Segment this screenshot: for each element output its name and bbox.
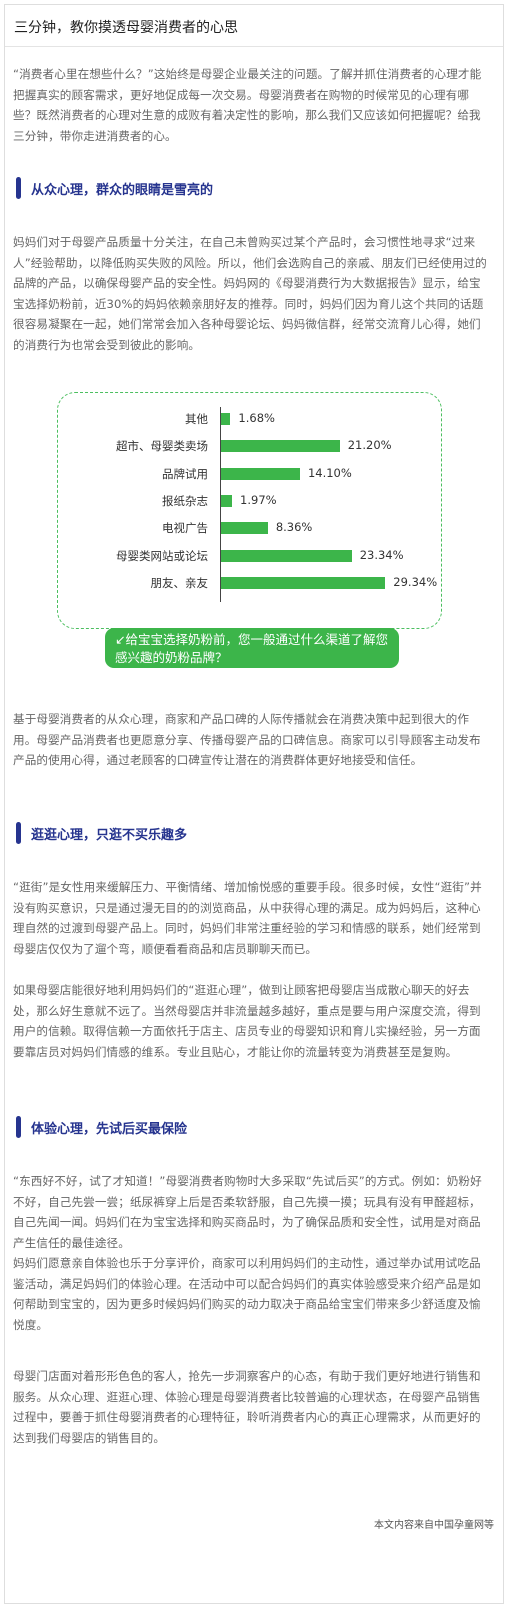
chart-category-label: 母婴类网站或论坛	[116, 548, 208, 563]
chart-category-label: 其他	[185, 412, 208, 426]
heading-bar-icon	[16, 177, 21, 199]
section1-paragraph-2: 基于母婴消费者的从众心理，商家和产品口碑的人际传播就会在消费决策中起到很大的作用…	[13, 712, 481, 767]
chart-value-label: 8.36%	[275, 520, 313, 535]
chart-category-label: 报纸杂志	[162, 493, 208, 508]
section2-paragraph-1: “逛街”是女性用来缓解压力、平衡情绪、增加愉悦感的重要手段。很多时候，女性“逛街…	[13, 880, 482, 956]
intro-paragraph: “消费者心里在想些什么？”这始终是母婴企业最关注的问题。了解并抓住消费者的心理才…	[13, 67, 482, 143]
chart-value-label: 23.34%	[359, 547, 404, 562]
chart-bar	[221, 549, 352, 562]
article-title: 三分钟，教你摸透母婴消费者的心思	[14, 20, 238, 36]
section3-paragraph-2: 妈妈们愿意亲自体验也乐于分享评价，商家可以利用妈妈们的主动性，通过举办试用试吃品…	[13, 1256, 481, 1332]
chart-category-label: 电视广告	[162, 521, 208, 536]
chart-bar	[221, 522, 268, 535]
chart-value-label: 14.10%	[307, 465, 352, 480]
chart-bar	[221, 494, 233, 507]
chart-value-label: 21.20%	[347, 438, 392, 453]
section3-paragraph-1: “东西好不好，试了才知道！”母婴消费者购物时大多采取“先试后买”的方式。例如：奶…	[13, 1174, 482, 1250]
chart-value-label: 1.97%	[240, 492, 277, 507]
heading-bar-icon	[16, 1116, 21, 1138]
article-frame: 三分钟，教你摸透母婴消费者的心思	[4, 4, 504, 1604]
chart-value-label: 1.68%	[238, 411, 275, 425]
conclusion-paragraph: 母婴门店面对着形形色色的客人，抢先一步洞察客户的心态，有助于我们更好地进行销售和…	[13, 1369, 481, 1445]
chart-category-label: 朋友、亲友	[150, 575, 209, 590]
chart-category-label: 超市、母婴类卖场	[116, 439, 208, 454]
chart-axis-line	[220, 407, 221, 603]
chart-bar	[221, 440, 340, 453]
section1-paragraph-1: 妈妈们对于母婴产品质量十分关注，在自己未曾购买过某个产品时，会习惯性地寻求“过来…	[13, 235, 487, 352]
chart-bar	[221, 467, 300, 480]
section-heading-text: 从众心理，群众的眼睛是雪亮的	[31, 182, 214, 198]
section-heading-browsing: 逛逛心理，只逛不买乐趣多	[16, 822, 187, 844]
section-heading-experience: 体验心理，先试后买最保险	[16, 1116, 187, 1138]
chart-bar	[221, 576, 386, 589]
chart-bar	[221, 413, 231, 425]
source-note: 本文内容来自中国孕童网等	[374, 1520, 494, 1531]
chart-value-label: 29.34%	[393, 574, 438, 589]
section-heading-text: 逛逛心理，只逛不买乐趣多	[31, 827, 188, 843]
section-heading-text: 体验心理，先试后买最保险	[31, 1121, 188, 1137]
channel-bar-chart: 其他 1.68% 超市、母婴类卖场 21.20% 品牌试用 14.10% 报纸杂志 1.97%…	[57, 392, 442, 629]
title-divider	[5, 46, 503, 47]
heading-bar-icon	[16, 822, 21, 844]
chart-category-label: 品牌试用	[162, 466, 208, 481]
section-heading-conformity: 从众心理，群众的眼睛是雪亮的	[16, 177, 213, 199]
section2-paragraph-2: 如果母婴店能很好地利用妈妈们的“逛逛心理”，做到让顾客把母婴店当成散心聊天的好去…	[13, 983, 481, 1059]
chart-caption-bubble: ↙给宝宝选择奶粉前，您一般通过什么渠道了解您感兴趣的奶粉品牌？	[105, 628, 399, 668]
